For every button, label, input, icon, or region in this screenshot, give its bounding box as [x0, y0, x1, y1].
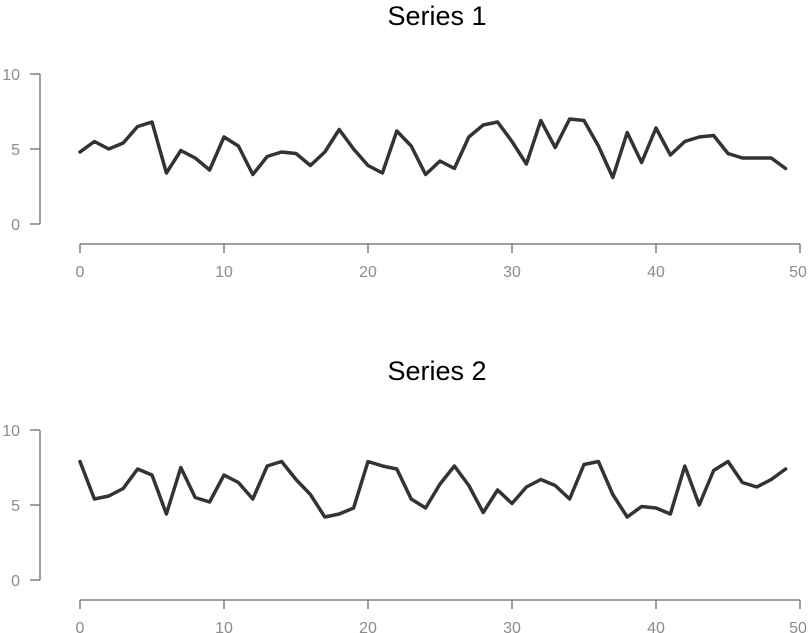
y-tick-label: 0 — [11, 573, 20, 590]
y-tick-label: 0 — [11, 217, 20, 234]
chart-title: Series 1 — [387, 1, 486, 31]
y-tick-label: 5 — [11, 142, 20, 159]
series-line — [78, 459, 788, 519]
x-tick-label: 30 — [503, 620, 521, 633]
x-tick-label: 40 — [647, 620, 665, 633]
y-tick-label: 10 — [2, 67, 20, 84]
x-tick-label: 50 — [789, 620, 807, 633]
x-tick-label: 40 — [647, 264, 665, 281]
chart-1: Series 1 0 5 10 0 10 20 30 40 50 — [2, 1, 807, 281]
x-tick-label: 10 — [215, 264, 233, 281]
chart-title: Series 2 — [387, 356, 486, 386]
x-tick-label: 10 — [215, 620, 233, 633]
x-tick-label: 20 — [359, 620, 377, 633]
x-tick-label: 20 — [359, 264, 377, 281]
chart-2: Series 2 0 5 10 0 10 20 30 40 50 — [2, 356, 807, 633]
series-line — [78, 117, 788, 180]
y-tick-label: 10 — [2, 423, 20, 440]
y-tick-label: 5 — [11, 498, 20, 515]
x-tick-label: 0 — [76, 620, 85, 633]
x-tick-label: 30 — [503, 264, 521, 281]
x-tick-label: 50 — [789, 264, 807, 281]
x-tick-label: 0 — [76, 264, 85, 281]
